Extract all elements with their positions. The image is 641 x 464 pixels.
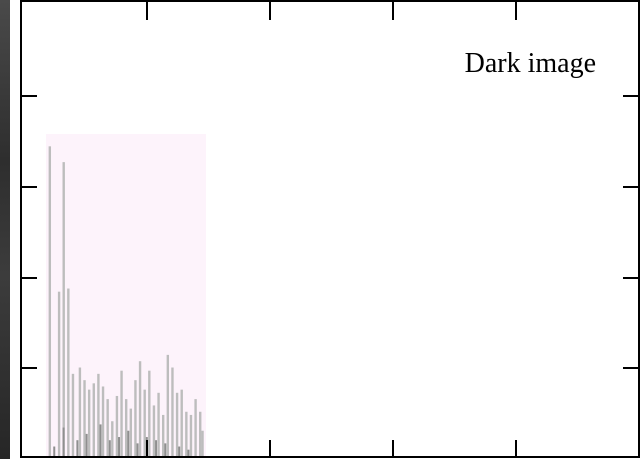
histogram-inner-bar: [187, 449, 190, 456]
histogram-bar: [111, 421, 114, 456]
histogram-bar: [115, 395, 119, 456]
histogram-bar: [120, 370, 123, 456]
histogram-inner-bar: [164, 443, 167, 456]
plot-frame: [20, 0, 640, 458]
histogram-bar: [175, 392, 179, 456]
histogram-bar: [180, 389, 183, 456]
histogram-inner-bar: [76, 440, 79, 456]
histogram-bar: [48, 146, 52, 456]
histogram-inner-bar: [178, 446, 181, 456]
histogram-bars: [48, 146, 204, 456]
histogram-bar: [87, 389, 91, 456]
histogram-bar: [185, 411, 188, 456]
histogram-bar: [62, 162, 65, 456]
histogram-inner-bar: [85, 433, 88, 456]
histogram-inner-bar: [99, 424, 102, 456]
histogram-bar: [78, 367, 82, 456]
histogram-bar: [67, 288, 70, 456]
histogram-inner-bar: [118, 437, 121, 456]
histogram-inner-bar: [155, 440, 158, 456]
histogram-bar: [134, 380, 137, 456]
dark-image-edge: [0, 0, 10, 459]
chart-title: Dark image: [465, 48, 596, 79]
histogram-bar: [124, 399, 128, 456]
histogram-bar: [171, 367, 174, 456]
histogram-bar: [166, 354, 170, 456]
histogram-bar: [152, 405, 156, 456]
histogram-bar: [106, 399, 109, 456]
histogram-bar: [57, 291, 61, 456]
histogram-bar: [143, 389, 146, 456]
histogram-bar: [71, 373, 75, 456]
histogram-bar: [92, 383, 95, 456]
histogram-inner-bar: [136, 443, 139, 456]
axis-ticks: [21, 1, 639, 457]
histogram-bar: [162, 414, 165, 456]
histogram-bar: [189, 414, 193, 456]
histogram-bar: [129, 408, 133, 456]
histogram-bar: [83, 380, 86, 456]
histogram-bar: [138, 361, 142, 456]
histogram-bar: [157, 392, 160, 456]
histogram-bar: [194, 399, 197, 456]
histogram-inner-bar: [53, 446, 56, 456]
histogram-inner-bar: [62, 427, 65, 456]
histogram-bar: [199, 411, 202, 456]
histogram-bar: [101, 386, 105, 456]
histogram-bar: [97, 373, 100, 456]
histogram-bar: [201, 430, 204, 456]
histogram-inner-bar: [127, 430, 130, 456]
histogram-inner-bar: [108, 440, 111, 456]
histogram-bar: [148, 370, 151, 456]
